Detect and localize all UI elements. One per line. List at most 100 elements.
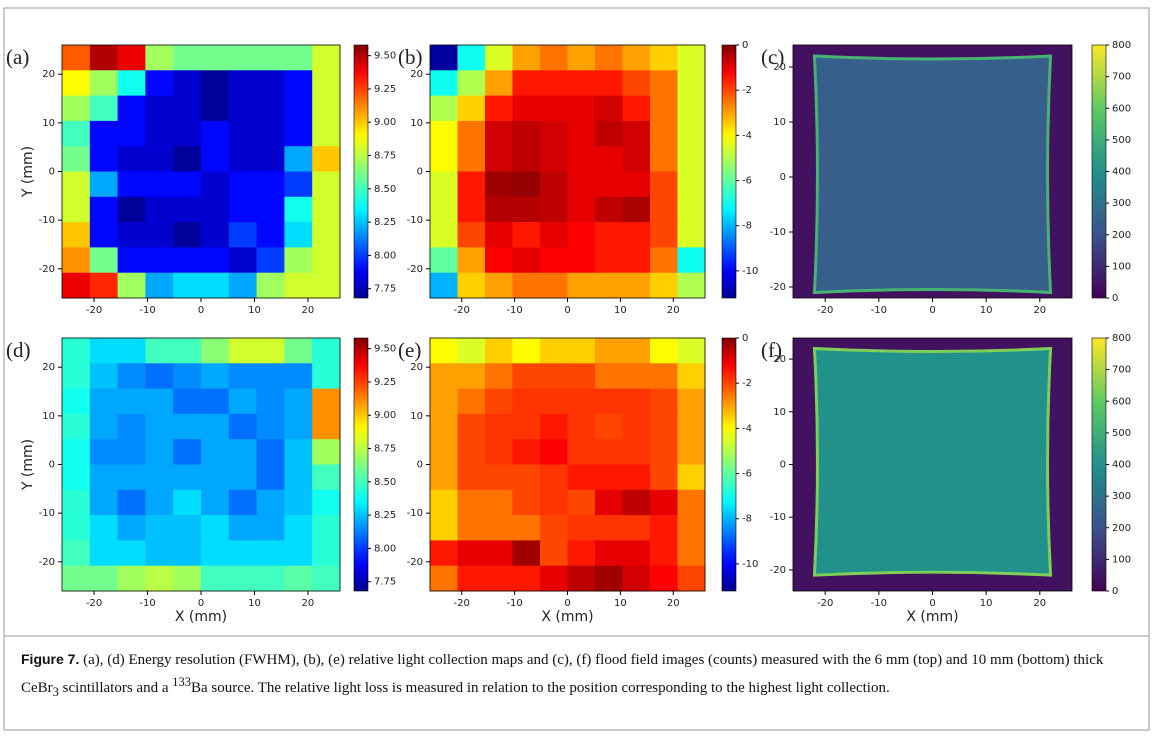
heatmap-cell [90,515,118,541]
panel-label: (f) [761,338,782,362]
panel: -20-1001020-20-1001020-10-8-6-4-20(b) [398,40,758,316]
heatmap-cell [62,172,90,198]
colorbar-tick-label: 0 [742,40,748,51]
heatmap-cell [650,96,678,122]
colorbar-tick-label: 600 [1112,103,1131,114]
heatmap-cell [145,566,173,592]
heatmap-cell [118,414,146,440]
heatmap-cell [145,172,173,198]
y-tick-label: 10 [410,118,423,129]
caption-sup: 133 [172,675,191,689]
heatmap-cell [145,540,173,566]
y-tick-label: -10 [407,508,423,519]
heatmap-cell [118,465,146,491]
heatmap-cell [513,172,541,198]
colorbar-tick-label: 9.00 [374,410,396,421]
heatmap-cell [568,222,596,248]
heatmap-cell [201,540,229,566]
heatmap-cell [595,389,623,415]
heatmap-cell [312,363,340,389]
heatmap-cell [145,273,173,299]
heatmap-cell [229,465,257,491]
heatmap-cell [568,566,596,592]
x-tick-label: 20 [1033,305,1046,316]
heatmap-cell [201,273,229,299]
x-tick-label: -10 [506,305,522,316]
heatmap-cell [284,273,312,299]
x-tick-label: 10 [248,598,261,609]
y-tick-label: -20 [39,264,55,275]
colorbar-tick-label: 0 [742,333,748,344]
heatmap-cell [430,414,458,440]
colorbar-tick-label: -2 [742,85,752,96]
heatmap-cell [284,540,312,566]
heatmap-cell [430,363,458,389]
colorbar-tick-label: 500 [1112,135,1131,146]
heatmap-cell [90,70,118,96]
heatmap-cell [118,389,146,415]
heatmap-cell [513,540,541,566]
heatmap-cell [145,338,173,364]
heatmap-cell [513,222,541,248]
heatmap-cell [145,414,173,440]
colorbar-tick-label: 8.50 [374,184,396,195]
colorbar-tick-label: 100 [1112,261,1131,272]
heatmap-cell [284,566,312,592]
heatmap-cell [145,363,173,389]
colorbar-tick-label: 800 [1112,40,1131,51]
colorbar-tick-label: 8.25 [374,217,396,228]
y-tick-label: 0 [780,172,786,183]
heatmap-cell [312,197,340,223]
heatmap-cell [173,70,201,96]
x-tick-label: 20 [302,305,315,316]
y-tick-label: -20 [770,565,786,576]
y-tick-label: -10 [770,512,786,523]
heatmap-cell [430,172,458,198]
heatmap-cell [173,515,201,541]
panel-label: (d) [6,338,31,362]
heatmap-cell [458,70,486,96]
heatmap-cell [485,363,513,389]
heatmap-cell [229,96,257,122]
panel-label: (b) [398,45,423,69]
heatmap-cell [568,515,596,541]
heatmap-cell [62,363,90,389]
heatmap-cell [257,121,285,147]
heatmap-cell [145,146,173,172]
heatmap-cell [430,490,458,516]
heatmap-cell [485,247,513,273]
colorbar-tick-label: 9.50 [374,51,396,62]
heatmap-cell [90,439,118,465]
heatmap-cell [540,414,568,440]
heatmap-cell [62,414,90,440]
heatmap-cell [623,338,651,364]
colorbar-tick-label: 8.50 [374,477,396,488]
heatmap-cell [62,540,90,566]
heatmap-cell [430,70,458,96]
heatmap-cell [458,222,486,248]
heatmap-cell [568,439,596,465]
heatmap-cell [118,70,146,96]
heatmap-cell [623,540,651,566]
colorbar-tick-label: 8.00 [374,543,396,554]
heatmap-cell [568,96,596,122]
heatmap-cell [229,389,257,415]
heatmap-cell [312,121,340,147]
heatmap-cell [623,45,651,71]
heatmap-cell [145,490,173,516]
heatmap-cell [201,172,229,198]
heatmap-cell [284,439,312,465]
heatmap-cell [623,465,651,491]
heatmap-cell [513,566,541,592]
heatmap-cell [513,146,541,172]
heatmap-cell [513,465,541,491]
heatmap-cell [62,490,90,516]
heatmap-cell [540,363,568,389]
heatmap-cell [257,247,285,273]
heatmap-cell [90,414,118,440]
heatmap-cell [312,338,340,364]
heatmap-cell [62,121,90,147]
heatmap-cell [201,45,229,71]
heatmap-cell [678,273,706,299]
heatmap-cell [62,273,90,299]
